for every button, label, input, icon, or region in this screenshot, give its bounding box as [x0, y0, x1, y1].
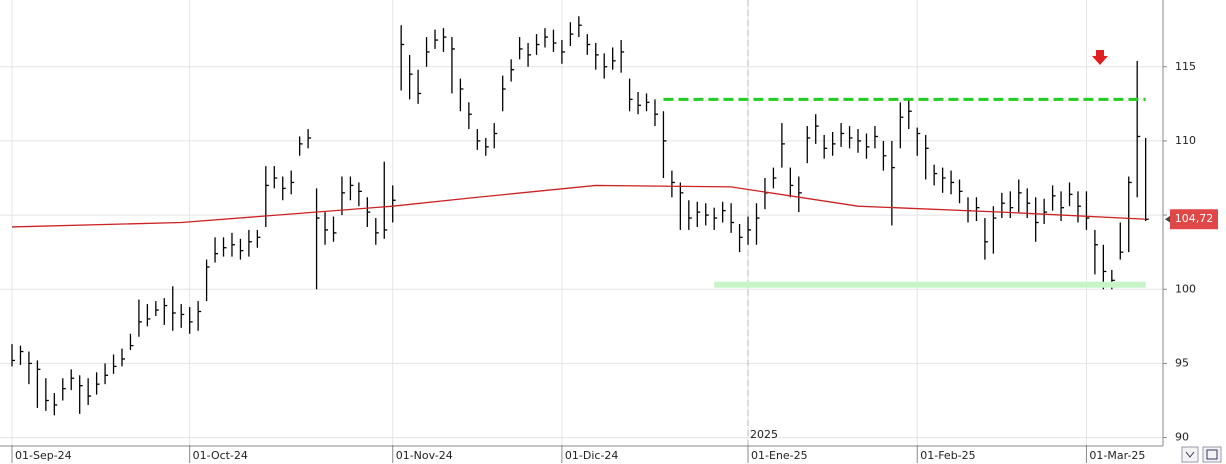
last-price-pointer [1165, 215, 1171, 224]
signal-arrow [1092, 50, 1108, 65]
x-tick-label: 01-Sep-24 [15, 449, 72, 462]
x-tick-label: 01-Dic-24 [565, 449, 619, 462]
y-tick-label: 100 [1175, 282, 1196, 295]
icon [1185, 451, 1195, 458]
last-price-box [1170, 209, 1218, 230]
year-label: 2025 [750, 428, 778, 441]
y-tick-label: 90 [1175, 431, 1189, 444]
save-button[interactable] [1202, 446, 1222, 463]
x-tick-label: 01-Nov-24 [396, 449, 453, 462]
y-tick-label: 115 [1175, 60, 1196, 73]
moving-average [11, 184, 1146, 228]
x-tick-label: 01-Mar-25 [1089, 449, 1145, 462]
x-tick-label: 01-Oct-24 [193, 449, 248, 462]
x-tick-label: 01-Feb-25 [920, 449, 975, 462]
x-tick-label: 01-Ene-25 [751, 449, 808, 462]
y-tick-label: 95 [1175, 356, 1189, 369]
plot-area [11, 16, 1149, 416]
scroll-button[interactable] [1181, 446, 1199, 463]
last-price-label: 104,72 [1175, 212, 1214, 225]
y-tick-label: 110 [1175, 134, 1196, 147]
icon [1206, 449, 1218, 460]
toolbar [1181, 446, 1222, 463]
